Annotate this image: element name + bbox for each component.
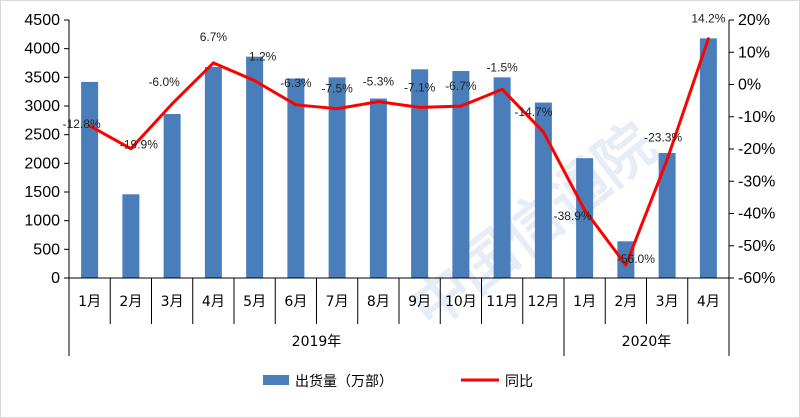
- x-tick-label: 4月: [697, 294, 720, 310]
- yoy-line: [88, 38, 710, 267]
- data-label: -38.9%: [554, 209, 592, 223]
- line-point: [129, 147, 133, 151]
- data-label: 6.7%: [200, 30, 228, 44]
- legend-swatch-bars: [263, 375, 289, 385]
- group-label: 2019年: [292, 334, 342, 350]
- y-left-tick-label: 4500: [24, 12, 60, 29]
- bar: [122, 194, 140, 278]
- line-point: [583, 208, 587, 212]
- bar: [287, 78, 305, 278]
- data-labels: -12.8% -19.9% -6.0% 6.7% 1.2%-6.3% -7.5% -5.3%…: [63, 12, 726, 266]
- line-point: [459, 104, 463, 108]
- data-label: 14.2%: [691, 12, 725, 26]
- line-point: [376, 100, 380, 104]
- y-right-tick-label: -20%: [738, 141, 775, 158]
- x-tick-label: 2月: [119, 294, 142, 310]
- data-label: -56.0%: [617, 252, 655, 266]
- x-tick-label: 5月: [243, 294, 266, 310]
- y-right-tick-label: 10%: [738, 44, 770, 61]
- y-left-tick-label: 1000: [24, 213, 60, 230]
- y-right-tick-label: 20%: [738, 12, 770, 29]
- line-point: [211, 61, 215, 65]
- y-right-tick-label: -50%: [738, 238, 775, 255]
- bar: [576, 158, 594, 278]
- data-label: -23.3%: [644, 131, 682, 145]
- bar: [369, 98, 387, 279]
- y-right-tick-label: -40%: [738, 206, 775, 223]
- y-right-tick-label: -60%: [738, 270, 775, 287]
- x-tick-label: 7月: [326, 294, 349, 310]
- x-tick-label: 10月: [445, 294, 477, 310]
- data-label: -6.7%: [445, 79, 477, 93]
- bar: [534, 102, 552, 278]
- data-label: -7.5%: [321, 82, 353, 96]
- bar: [452, 71, 470, 278]
- x-tick-label: 3月: [656, 294, 679, 310]
- line-point: [418, 105, 422, 109]
- y-left-tick-label: 0: [51, 270, 60, 287]
- x-tick-label: 1月: [78, 294, 101, 310]
- bar: [658, 153, 676, 278]
- data-label: -6.0%: [148, 75, 180, 89]
- group-label: 2020年: [622, 334, 672, 350]
- y-left-tick-label: 2500: [24, 127, 60, 144]
- bar: [699, 38, 717, 279]
- bar-series: [81, 38, 717, 279]
- bar: [328, 77, 346, 278]
- legend-label-bars: 出货量（万部）: [295, 373, 393, 390]
- y-left-tick-label: 4000: [24, 41, 60, 58]
- x-tick-label: 11月: [486, 294, 518, 310]
- data-label: -19.9%: [120, 138, 158, 152]
- line-point: [541, 130, 545, 134]
- data-label: -14.7%: [514, 105, 552, 119]
- data-label: -7.1%: [404, 80, 436, 94]
- line-point: [335, 107, 339, 111]
- bar: [246, 56, 264, 279]
- y-left-tick-label: 3500: [24, 69, 60, 86]
- y-right-tick-label: -10%: [738, 109, 775, 126]
- legend: 出货量（万部） 同比: [263, 373, 533, 390]
- x-tick-label: 1月: [573, 294, 596, 310]
- x-tick-label: 12月: [527, 294, 559, 310]
- y-left-tick-label: 3000: [24, 98, 60, 115]
- line-point: [253, 79, 257, 83]
- x-tick-label: 9月: [408, 294, 431, 310]
- data-label: -1.5%: [486, 60, 518, 74]
- data-label: -6.3%: [280, 76, 312, 90]
- data-label: -12.8%: [63, 117, 101, 131]
- line-point: [500, 87, 504, 91]
- y-left-tick-label: 500: [33, 241, 60, 258]
- line-point: [170, 102, 174, 106]
- y-right-tick-label: 0%: [738, 77, 761, 94]
- line-point: [665, 158, 669, 162]
- x-tick-label: 3月: [161, 294, 184, 310]
- y-left-tick-label: 2000: [24, 155, 60, 172]
- x-tick-label: 2月: [614, 294, 637, 310]
- x-tick-label: 6月: [284, 294, 307, 310]
- line-point: [294, 103, 298, 107]
- bar: [204, 67, 222, 278]
- y-left-tick-label: 1500: [24, 184, 60, 201]
- axes: 0 500 1000 1500 2000 2500 3000 3500 4000 4500 -60%…: [24, 12, 775, 356]
- data-label: -5.3%: [363, 75, 395, 89]
- x-tick-label: 4月: [202, 294, 225, 310]
- legend-label-line: 同比: [505, 374, 533, 390]
- x-tick-label: 8月: [367, 294, 390, 310]
- bar: [81, 81, 99, 278]
- line-point: [88, 124, 92, 128]
- y-right-tick-label: -30%: [738, 173, 775, 190]
- data-label: 1.2%: [249, 50, 277, 64]
- line-series: [88, 37, 710, 267]
- bar: [411, 69, 429, 278]
- bar: [493, 77, 511, 278]
- bar: [163, 114, 181, 278]
- line-point: [706, 37, 710, 41]
- line-point: [624, 263, 628, 267]
